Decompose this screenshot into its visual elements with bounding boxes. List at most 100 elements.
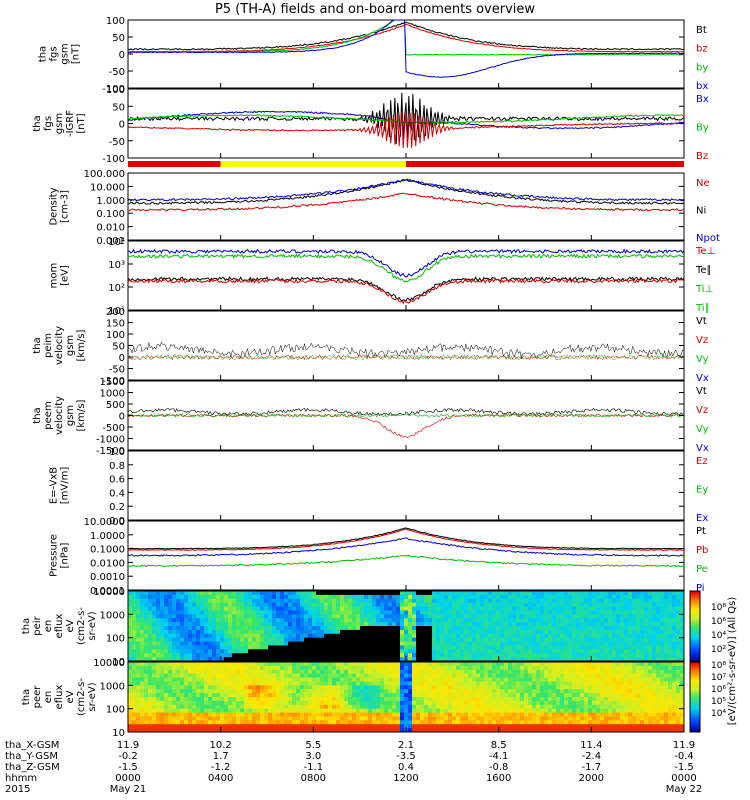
spectrogram-cell xyxy=(284,598,289,604)
spectrogram-cell xyxy=(488,704,493,710)
spectrogram-cell xyxy=(168,716,173,721)
spectrogram-cell xyxy=(276,622,281,627)
spectrogram-cell xyxy=(276,591,281,596)
spectrogram-cell xyxy=(480,633,485,639)
spectrogram-cell xyxy=(216,626,221,631)
spectrogram-cell xyxy=(224,720,229,725)
spectrogram-cell xyxy=(680,614,685,619)
spectrogram-cell xyxy=(272,728,277,733)
spectrogram-cell xyxy=(224,641,229,646)
spectrogram-cell xyxy=(608,685,613,690)
spectrogram-cell xyxy=(132,618,137,623)
spectrogram-cell xyxy=(664,704,669,710)
spectrogram-cell xyxy=(228,724,233,729)
spectrogram-cell xyxy=(304,626,309,631)
spectrogram-cell xyxy=(180,645,185,650)
spectrogram-cell xyxy=(592,610,597,615)
spectrogram-cell xyxy=(232,629,237,635)
spectrogram-cell xyxy=(328,606,333,611)
spectrogram-cell xyxy=(680,677,685,682)
spectrogram-cell xyxy=(480,677,485,682)
spectrogram-cell xyxy=(288,610,293,615)
spectrogram-cell xyxy=(348,641,353,646)
spectrogram-cell xyxy=(304,598,309,604)
spectrogram-cell xyxy=(472,610,477,615)
spectrogram-cell xyxy=(612,708,617,714)
spectrogram-cell xyxy=(560,712,565,717)
spectrogram-cell xyxy=(316,614,321,619)
spectrogram-cell xyxy=(296,645,301,650)
spectrogram-cell xyxy=(488,641,493,646)
spectrogram-cell xyxy=(584,657,589,662)
spectrogram-cell xyxy=(680,645,685,650)
spectrogram-cell xyxy=(244,645,249,650)
spectrogram-cell xyxy=(660,669,665,675)
spectrogram-cell xyxy=(608,649,613,654)
spectrogram-cell xyxy=(320,653,325,658)
spectrogram-cell xyxy=(368,697,373,702)
spectrogram-cell xyxy=(620,594,625,600)
spectrogram-cell xyxy=(348,653,353,658)
spectrogram-cell xyxy=(616,645,621,650)
spectrogram-cell xyxy=(220,669,225,675)
spectrogram-cell xyxy=(252,598,257,604)
spectrogram-cell xyxy=(572,594,577,600)
spectrogram-cell xyxy=(272,724,277,729)
spectrogram-cell xyxy=(380,653,385,658)
spectrogram-cell xyxy=(320,689,325,694)
spectrogram-cell xyxy=(524,618,529,623)
spectrogram-cell xyxy=(352,622,357,627)
spectrogram-cell xyxy=(672,591,677,596)
spectrogram-cell xyxy=(588,685,593,690)
spectrogram-cell xyxy=(508,645,513,650)
spectrogram-cell xyxy=(412,724,417,729)
spectrogram-cell xyxy=(168,665,173,671)
spectrogram-cell xyxy=(464,594,469,600)
spectrogram-cell xyxy=(568,697,573,702)
spectrogram-cell xyxy=(144,610,149,615)
spectrogram-cell xyxy=(492,622,497,627)
spectrogram-cell xyxy=(596,685,601,690)
spectrogram-cell xyxy=(460,669,465,675)
spectrogram-cell xyxy=(612,618,617,623)
spectrogram-cell xyxy=(500,637,505,643)
spectrogram-cell xyxy=(128,622,133,627)
spectrogram-cell xyxy=(488,610,493,615)
spectrogram-cell xyxy=(172,700,177,706)
electron-spectrogram-cells xyxy=(128,662,685,733)
spectrogram-cell xyxy=(520,662,525,667)
spectrogram-cell xyxy=(268,622,273,627)
spectrogram-cell xyxy=(292,677,297,682)
spectrogram-cell xyxy=(420,712,425,717)
spectrogram-cell xyxy=(152,614,157,619)
spectrogram-cell xyxy=(508,704,513,710)
spectrogram-cell xyxy=(500,618,505,623)
spectrogram-cell xyxy=(252,697,257,702)
spectrogram-cell xyxy=(164,708,169,714)
spectrogram-cell xyxy=(524,626,529,631)
spectrogram-cell xyxy=(636,704,641,710)
spectrogram-cell xyxy=(240,629,245,635)
spectrogram-cell xyxy=(272,606,277,611)
spectrogram-cell xyxy=(432,689,437,694)
spectrogram-cell xyxy=(520,673,525,679)
spectrogram-cell xyxy=(184,662,189,667)
spectrogram-cell xyxy=(168,689,173,694)
spectrogram-cell xyxy=(336,662,341,667)
spectrogram-cell xyxy=(140,594,145,600)
spectrogram-cell xyxy=(140,633,145,639)
spectrogram-cell xyxy=(448,626,453,631)
spectrogram-cell xyxy=(372,700,377,706)
spectrogram-cell xyxy=(204,649,209,654)
spectrogram-cell xyxy=(224,629,229,635)
spectrogram-cell xyxy=(176,669,181,675)
spectrogram-cell xyxy=(556,633,561,639)
spectrogram-cell xyxy=(348,610,353,615)
spectrogram-cell xyxy=(312,602,317,608)
spectrogram-cell xyxy=(580,591,585,596)
spectrogram-cell xyxy=(664,633,669,639)
spectrogram-cell xyxy=(288,720,293,725)
spectrogram-cell xyxy=(436,681,441,686)
spectrogram-cell xyxy=(644,685,649,690)
spectrogram-cell xyxy=(136,641,141,646)
